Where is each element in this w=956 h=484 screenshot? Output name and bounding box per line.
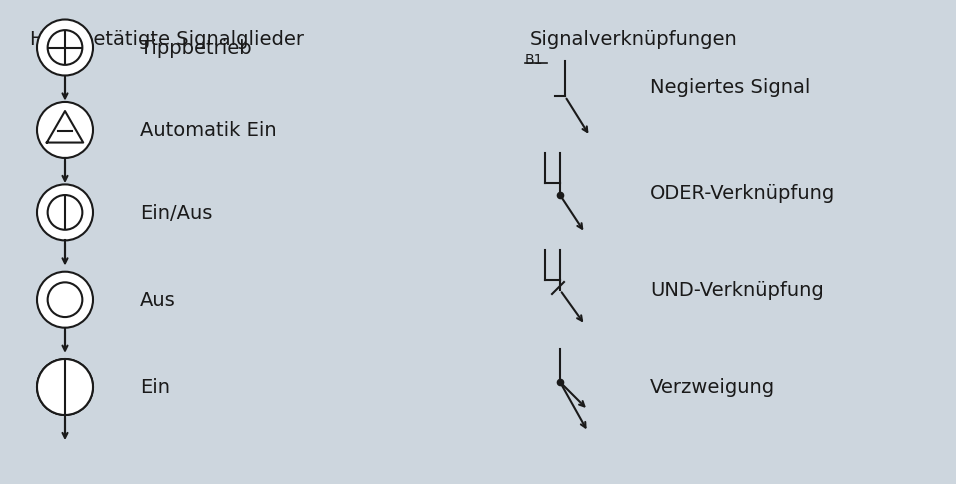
Ellipse shape (37, 272, 93, 328)
Text: Ein/Aus: Ein/Aus (140, 203, 212, 223)
Ellipse shape (37, 185, 93, 241)
Text: Negiertes Signal: Negiertes Signal (650, 77, 811, 97)
Ellipse shape (37, 359, 93, 415)
Ellipse shape (37, 20, 93, 76)
Ellipse shape (37, 103, 93, 159)
Text: Handbetätigte Signalglieder: Handbetätigte Signalglieder (30, 30, 304, 49)
Text: UND-Verknüpfung: UND-Verknüpfung (650, 281, 824, 300)
Text: ODER-Verknüpfung: ODER-Verknüpfung (650, 184, 836, 203)
Text: Aus: Aus (140, 290, 176, 310)
Text: Signalverknüpfungen: Signalverknüpfungen (530, 30, 738, 49)
Text: B1: B1 (525, 53, 544, 67)
Text: Verzweigung: Verzweigung (650, 378, 775, 397)
Polygon shape (37, 359, 65, 415)
Ellipse shape (37, 359, 93, 415)
Text: Tippbetrieb: Tippbetrieb (140, 39, 251, 58)
Text: Automatik Ein: Automatik Ein (140, 121, 276, 140)
Text: Ein: Ein (140, 378, 170, 397)
